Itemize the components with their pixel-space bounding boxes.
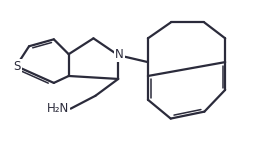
- Text: H₂N: H₂N: [46, 102, 69, 115]
- Text: N: N: [115, 48, 123, 61]
- Text: S: S: [13, 60, 21, 73]
